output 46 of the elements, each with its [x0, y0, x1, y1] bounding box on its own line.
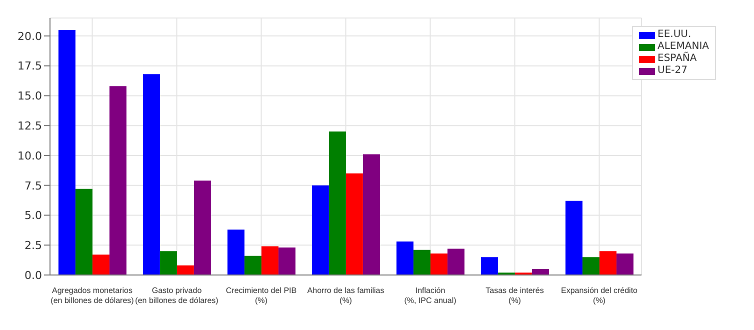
bar — [176, 265, 194, 275]
bar — [532, 269, 549, 275]
x-tick-label: Gasto privado (en billones de dólares) — [135, 286, 219, 305]
y-tick-label: 20.0 — [18, 30, 42, 43]
y-tick-label: 10.0 — [18, 149, 42, 162]
bar — [312, 185, 329, 275]
bar — [346, 173, 363, 275]
y-tick-label: 15.0 — [18, 90, 42, 103]
bar — [396, 242, 414, 275]
bar — [261, 246, 278, 275]
bar — [109, 86, 126, 275]
bar — [142, 74, 160, 275]
y-tick-label: 12.5 — [18, 119, 42, 132]
x-tick-label: Inflación (%, IPC anual) — [404, 286, 457, 305]
bar — [616, 253, 634, 275]
y-tick-label: 2.5 — [24, 239, 42, 252]
y-tick-label: 5.0 — [24, 209, 42, 222]
bar — [75, 188, 92, 275]
legend-label: EE.UU. — [658, 29, 692, 41]
bar — [565, 200, 582, 275]
x-tick-label: Agregados monetarios (en billones de dólares) — [50, 286, 134, 305]
bar — [278, 248, 296, 275]
x-tick-label: Tasas de interés (%) — [486, 286, 544, 305]
bar — [244, 256, 262, 275]
legend-label: ESPAÑA — [658, 53, 697, 65]
y-tick-label: 7.5 — [24, 179, 42, 192]
bar — [430, 253, 448, 275]
bar — [227, 230, 244, 275]
bar — [194, 180, 211, 275]
y-tick-label: 17.5 — [18, 60, 42, 73]
bar — [58, 30, 76, 275]
bar — [480, 257, 498, 275]
bar — [160, 251, 177, 275]
bar — [413, 250, 430, 275]
legend-label: UE-27 — [658, 65, 688, 77]
legend-label: ALEMANIA — [658, 41, 709, 52]
bar — [447, 248, 464, 275]
y-tick-label: 0.0 — [24, 268, 42, 282]
bar — [582, 257, 600, 275]
x-tick-label: Crecimiento del PIB (%) — [226, 286, 297, 305]
bar — [92, 254, 110, 275]
x-tick-label: Ahorro de las familias (%) — [307, 286, 384, 305]
bar — [328, 132, 346, 275]
bar — [599, 251, 616, 275]
bar — [362, 154, 380, 275]
x-tick-label: Expansión del crédito (%) — [561, 286, 638, 305]
